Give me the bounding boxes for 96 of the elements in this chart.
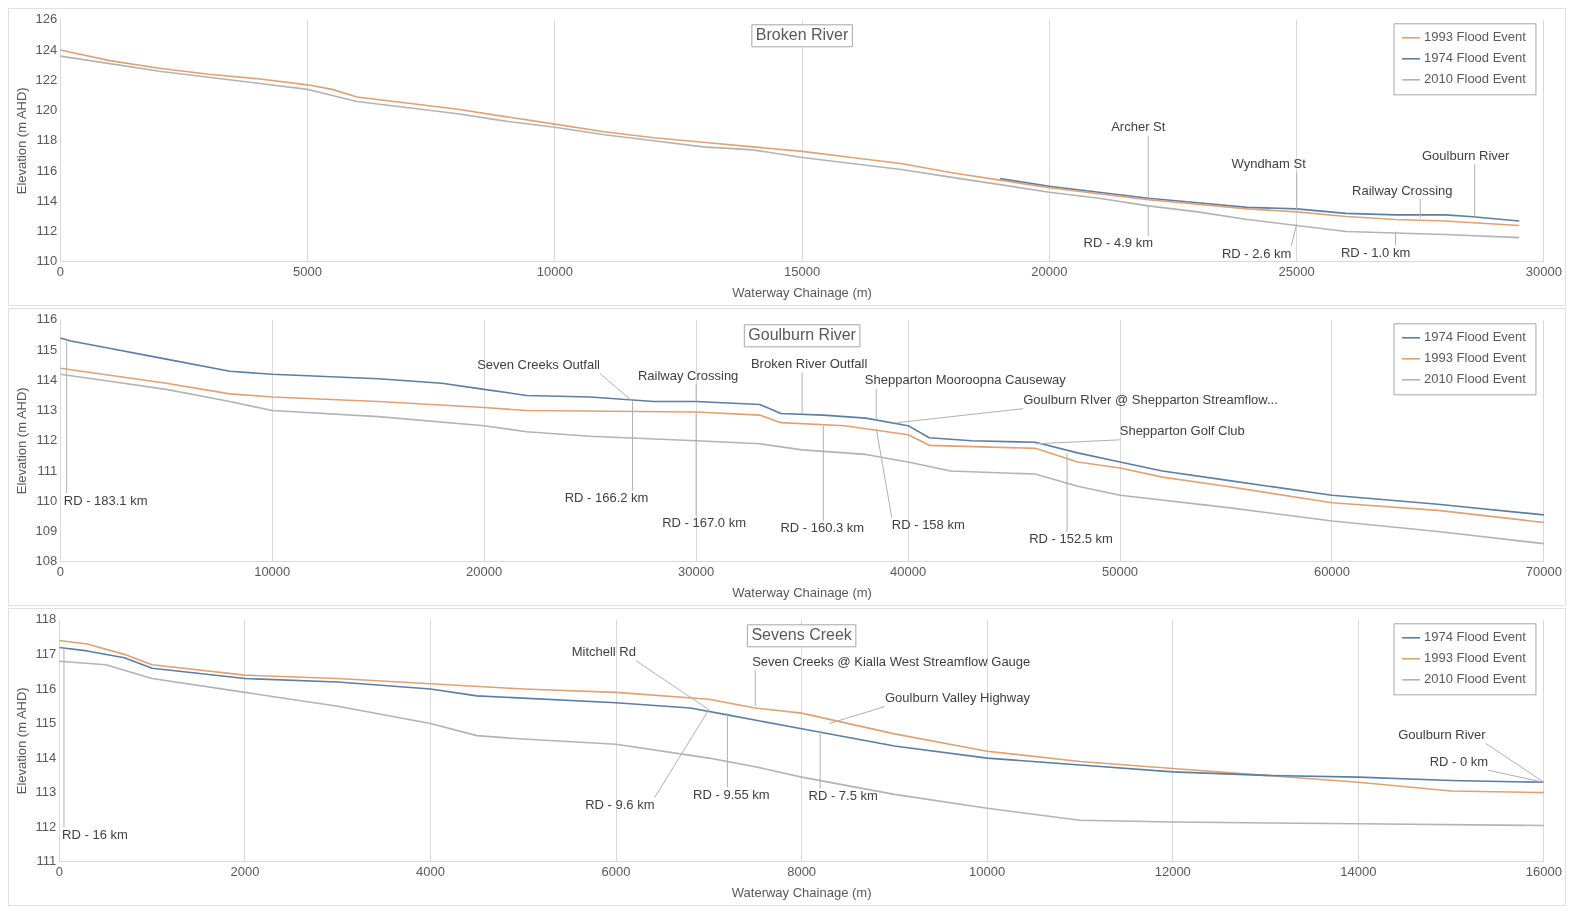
y-tick-label: 108 xyxy=(35,553,58,569)
x-tick-label: 70000 xyxy=(1525,564,1562,580)
x-tick-label: 10000 xyxy=(536,264,573,280)
x-tick-label: 10000 xyxy=(254,564,291,580)
annotation: Archer St xyxy=(1111,119,1166,135)
x-axis-title: Waterway Chainage (m) xyxy=(731,884,872,900)
annotation: Goulburn River xyxy=(1421,148,1511,163)
annotation: Railway Crossing xyxy=(1352,182,1453,198)
chart-title: Goulburn River xyxy=(748,326,857,344)
x-tick-label: 40000 xyxy=(890,564,927,580)
annotation: Seven Creeks @ Kialla West Streamflow Gauge xyxy=(752,653,1031,669)
y-tick-label: 111 xyxy=(37,462,58,478)
x-tick-label: 20000 xyxy=(1031,264,1068,280)
y-tick-label: 116 xyxy=(36,162,58,178)
annotation: Broken River Outfall xyxy=(750,356,868,372)
annotation: RD - 158 km xyxy=(891,517,965,533)
x-axis-title: Waterway Chainage (m) xyxy=(732,284,872,300)
y-tick-label: 122 xyxy=(35,71,58,87)
y-tick-label: 113 xyxy=(35,784,57,800)
y-tick-label: 114 xyxy=(36,371,58,387)
annotation: RD - 4.9 km xyxy=(1083,235,1153,251)
y-tick-label: 112 xyxy=(36,432,58,448)
annotation: RD - 166.2 km xyxy=(564,490,649,506)
y-tick-label: 110 xyxy=(36,492,58,508)
y-axis-title: Elevation (m AHD) xyxy=(14,87,30,195)
annotation: Goulburn RIver @ Shepparton Streamflow... xyxy=(1023,392,1278,408)
y-tick-label: 126 xyxy=(35,11,58,27)
y-tick-label: 114 xyxy=(35,749,57,765)
x-tick-label: 4000 xyxy=(416,864,445,880)
annotation: Shepparton Mooroopna Causeway xyxy=(864,372,1067,388)
x-tick-label: 60000 xyxy=(1313,564,1351,580)
x-tick-label: 5000 xyxy=(293,264,323,280)
y-tick-label: 113 xyxy=(36,402,58,418)
chart-title: Broken River xyxy=(755,26,850,44)
x-tick-label: 30000 xyxy=(1525,264,1562,280)
y-tick-label: 110 xyxy=(36,253,58,269)
annotation: RD - 152.5 km xyxy=(1029,531,1113,547)
y-tick-label: 115 xyxy=(35,715,57,731)
x-tick-label: 30000 xyxy=(678,564,715,580)
x-tick-label: 2000 xyxy=(230,864,260,880)
x-tick-label: 25000 xyxy=(1278,264,1315,280)
y-tick-label: 118 xyxy=(36,132,58,148)
y-axis-title: Elevation (m AHD) xyxy=(14,387,30,495)
annotation: Shepparton Golf Club xyxy=(1119,423,1245,439)
x-tick-label: 8000 xyxy=(787,864,817,880)
y-tick-label: 111 xyxy=(36,853,57,869)
y-tick-label: 112 xyxy=(36,223,58,239)
legend-label: 1993 Flood Event xyxy=(1424,29,1527,45)
annotation: RD - 160.3 km xyxy=(780,520,865,536)
y-tick-label: 115 xyxy=(36,341,58,357)
y-tick-label: 109 xyxy=(35,523,58,539)
annotation: Seven Creeks Outfall xyxy=(477,357,601,373)
annotation: RD - 16 km xyxy=(62,827,128,843)
legend-label: 1974 Flood Event xyxy=(1424,329,1527,345)
annotation: RD - 2.6 km xyxy=(1221,245,1292,261)
legend-label: 2010 Flood Event xyxy=(1424,671,1527,687)
annotation: RD - 183.1 km xyxy=(63,492,148,508)
y-tick-label: 114 xyxy=(36,192,58,208)
annotation: Goulburn Valley Highway xyxy=(884,690,1031,706)
y-tick-label: 124 xyxy=(35,41,58,57)
legend-label: 1993 Flood Event xyxy=(1424,650,1527,666)
x-tick-label: 50000 xyxy=(1101,564,1139,580)
y-tick-label: 112 xyxy=(35,818,57,834)
y-tick-label: 116 xyxy=(36,311,58,327)
x-tick-label: 20000 xyxy=(466,564,503,580)
annotation: Mitchell Rd xyxy=(571,644,636,660)
x-tick-label: 10000 xyxy=(969,864,1006,880)
x-tick-label: 6000 xyxy=(601,864,631,880)
y-tick-label: 120 xyxy=(35,102,58,118)
x-tick-label: 12000 xyxy=(1154,864,1191,880)
annotation: RD - 7.5 km xyxy=(808,788,878,804)
legend-label: 1974 Flood Event xyxy=(1424,50,1527,66)
annotation: RD - 0 km xyxy=(1429,753,1489,769)
annotation: RD - 9.55 km xyxy=(693,786,770,802)
x-tick-label: 16000 xyxy=(1525,864,1562,880)
annotation: Railway Crossing xyxy=(637,368,739,384)
y-tick-label: 117 xyxy=(35,645,57,661)
chart-title: Sevens Creek xyxy=(751,626,853,644)
annotation: RD - 1.0 km xyxy=(1340,245,1411,261)
legend-label: 2010 Flood Event xyxy=(1424,371,1527,387)
legend-label: 2010 Flood Event xyxy=(1424,71,1527,87)
x-tick-label: 14000 xyxy=(1340,864,1377,880)
legend-label: 1993 Flood Event xyxy=(1424,350,1527,366)
y-axis-title: Elevation (m AHD) xyxy=(14,687,30,795)
x-tick-label: 0 xyxy=(56,564,64,580)
x-tick-label: 15000 xyxy=(784,264,821,280)
annotation: RD - 167.0 km xyxy=(662,515,747,531)
annotation: RD - 9.6 km xyxy=(585,797,655,813)
x-axis-title: Waterway Chainage (m) xyxy=(732,584,872,600)
y-tick-label: 116 xyxy=(35,680,57,696)
annotation: Goulburn River xyxy=(1398,726,1487,742)
x-tick-label: 0 xyxy=(55,864,63,880)
y-tick-label: 118 xyxy=(35,611,57,627)
annotation: Wyndham St xyxy=(1231,155,1307,171)
x-tick-label: 0 xyxy=(56,264,64,280)
legend-label: 1974 Flood Event xyxy=(1424,629,1527,645)
